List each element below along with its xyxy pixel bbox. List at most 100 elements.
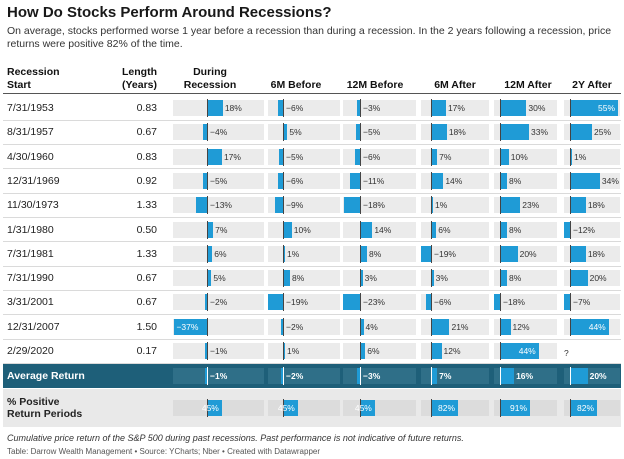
zero-axis bbox=[207, 147, 208, 166]
value-label: 45% bbox=[201, 402, 219, 413]
average-return-row: Average Return −1% −2% −3% 7% 16% 20% bbox=[3, 363, 621, 388]
zero-axis bbox=[207, 398, 208, 417]
row-divider bbox=[3, 192, 621, 194]
bar-track: 7% bbox=[421, 366, 489, 385]
bar-track: 91% bbox=[494, 398, 557, 417]
zero-axis bbox=[283, 220, 284, 239]
value-label: 8% bbox=[509, 175, 522, 186]
bar bbox=[283, 399, 298, 416]
zero-axis bbox=[570, 269, 571, 288]
zero-axis bbox=[500, 123, 501, 142]
bar bbox=[570, 245, 586, 262]
bar bbox=[277, 100, 283, 116]
zero-axis bbox=[431, 342, 432, 360]
recession-start-cell: 7/31/1990 bbox=[7, 272, 54, 285]
bar bbox=[281, 367, 283, 384]
bar-track: 20% bbox=[564, 269, 620, 288]
bar bbox=[425, 294, 431, 311]
value-label: −23% bbox=[363, 297, 385, 308]
zero-axis bbox=[431, 398, 432, 417]
bar-track: 7% bbox=[421, 147, 489, 166]
recession-start-cell: 4/30/1960 bbox=[7, 150, 54, 163]
value-label: 91% bbox=[510, 402, 528, 413]
bar bbox=[207, 270, 212, 287]
bar bbox=[570, 148, 572, 165]
bar bbox=[500, 270, 508, 287]
zero-axis bbox=[207, 244, 208, 263]
value-label: 1% bbox=[287, 248, 300, 259]
bar-track: 10% bbox=[268, 220, 340, 239]
bar-track: −12% bbox=[564, 220, 620, 239]
value-label: −5% bbox=[363, 127, 381, 138]
value-label: 1% bbox=[287, 346, 300, 356]
recession-start-cell: 12/31/1969 bbox=[7, 174, 60, 187]
bar-track: ? bbox=[564, 343, 620, 359]
value-label: −3% bbox=[363, 103, 381, 113]
bar-track: −1% bbox=[173, 342, 264, 360]
bar-track: 12% bbox=[494, 317, 557, 336]
table-row: 4/30/1960 0.83 17% −5% −6% 7% 10% 1% bbox=[3, 145, 621, 169]
bar bbox=[570, 367, 588, 384]
length-cell: 0.92 bbox=[136, 174, 157, 187]
bar-track: 45% bbox=[343, 398, 416, 417]
value-label: −19% bbox=[434, 248, 456, 259]
bar bbox=[360, 221, 373, 238]
value-label: 6% bbox=[214, 248, 227, 259]
bar bbox=[500, 343, 539, 359]
bar-track: 1% bbox=[421, 196, 489, 215]
zero-axis bbox=[570, 147, 571, 166]
zero-axis bbox=[570, 196, 571, 215]
value-label: 16% bbox=[516, 370, 534, 381]
bar-track: 14% bbox=[343, 220, 416, 239]
zero-axis bbox=[283, 366, 284, 385]
value-label: −2% bbox=[210, 297, 228, 308]
bar-track: −3% bbox=[343, 99, 416, 117]
table-row: 1/31/1980 0.50 7% 10% 14% 6% 8% −12% bbox=[3, 218, 621, 242]
bar bbox=[500, 172, 508, 189]
bar-track: 5% bbox=[268, 123, 340, 142]
value-label: 45% bbox=[354, 402, 372, 413]
bar-track: 82% bbox=[421, 398, 489, 417]
value-label: −6% bbox=[363, 151, 381, 162]
bar-track: 18% bbox=[173, 99, 264, 117]
value-label: 8% bbox=[509, 273, 522, 284]
bar bbox=[344, 197, 360, 214]
bar-track: 18% bbox=[564, 244, 620, 263]
bar bbox=[205, 367, 207, 384]
zero-axis bbox=[283, 269, 284, 288]
bar bbox=[202, 172, 207, 189]
zero-axis bbox=[283, 196, 284, 215]
percent-positive-row: % Positive Return Periods 45% 45% 45% 82% 91%… bbox=[3, 388, 621, 427]
bar-track: 8% bbox=[494, 269, 557, 288]
bar-track: −23% bbox=[343, 293, 416, 312]
header-12m-before: 12M Before bbox=[346, 79, 404, 91]
zero-axis bbox=[283, 123, 284, 142]
table-row: 7/31/1981 1.33 6% 1% 8% −19% 20% 18% bbox=[3, 242, 621, 266]
bar bbox=[570, 270, 588, 287]
bar-track: 1% bbox=[268, 342, 340, 360]
value-label: 7% bbox=[439, 151, 452, 162]
header-12m-after: 12M After bbox=[504, 79, 552, 91]
bar-track: 8% bbox=[268, 269, 340, 288]
value-label: −2% bbox=[286, 370, 304, 381]
zero-axis bbox=[500, 293, 501, 312]
zero-axis bbox=[207, 269, 208, 288]
zero-axis bbox=[500, 147, 501, 166]
table-row: 12/31/2007 1.50 −37% −2% 4% 21% 12% 44% bbox=[3, 315, 621, 339]
value-label: 20% bbox=[519, 248, 537, 259]
row-label: Average Return bbox=[7, 369, 85, 382]
value-label: 5% bbox=[213, 273, 226, 284]
bar-track: 44% bbox=[564, 317, 620, 336]
zero-axis bbox=[360, 147, 361, 166]
value-label: −18% bbox=[503, 297, 525, 308]
value-label: 7% bbox=[439, 370, 452, 381]
bar bbox=[431, 221, 437, 238]
bar bbox=[570, 399, 598, 416]
bar-track: 14% bbox=[421, 171, 489, 190]
value-label: 7% bbox=[215, 224, 228, 235]
value-label: −4% bbox=[210, 127, 228, 138]
zero-axis bbox=[360, 244, 361, 263]
value-label: 82% bbox=[577, 402, 595, 413]
bar-track: −5% bbox=[173, 171, 264, 190]
bar-track: 55% bbox=[564, 99, 620, 117]
